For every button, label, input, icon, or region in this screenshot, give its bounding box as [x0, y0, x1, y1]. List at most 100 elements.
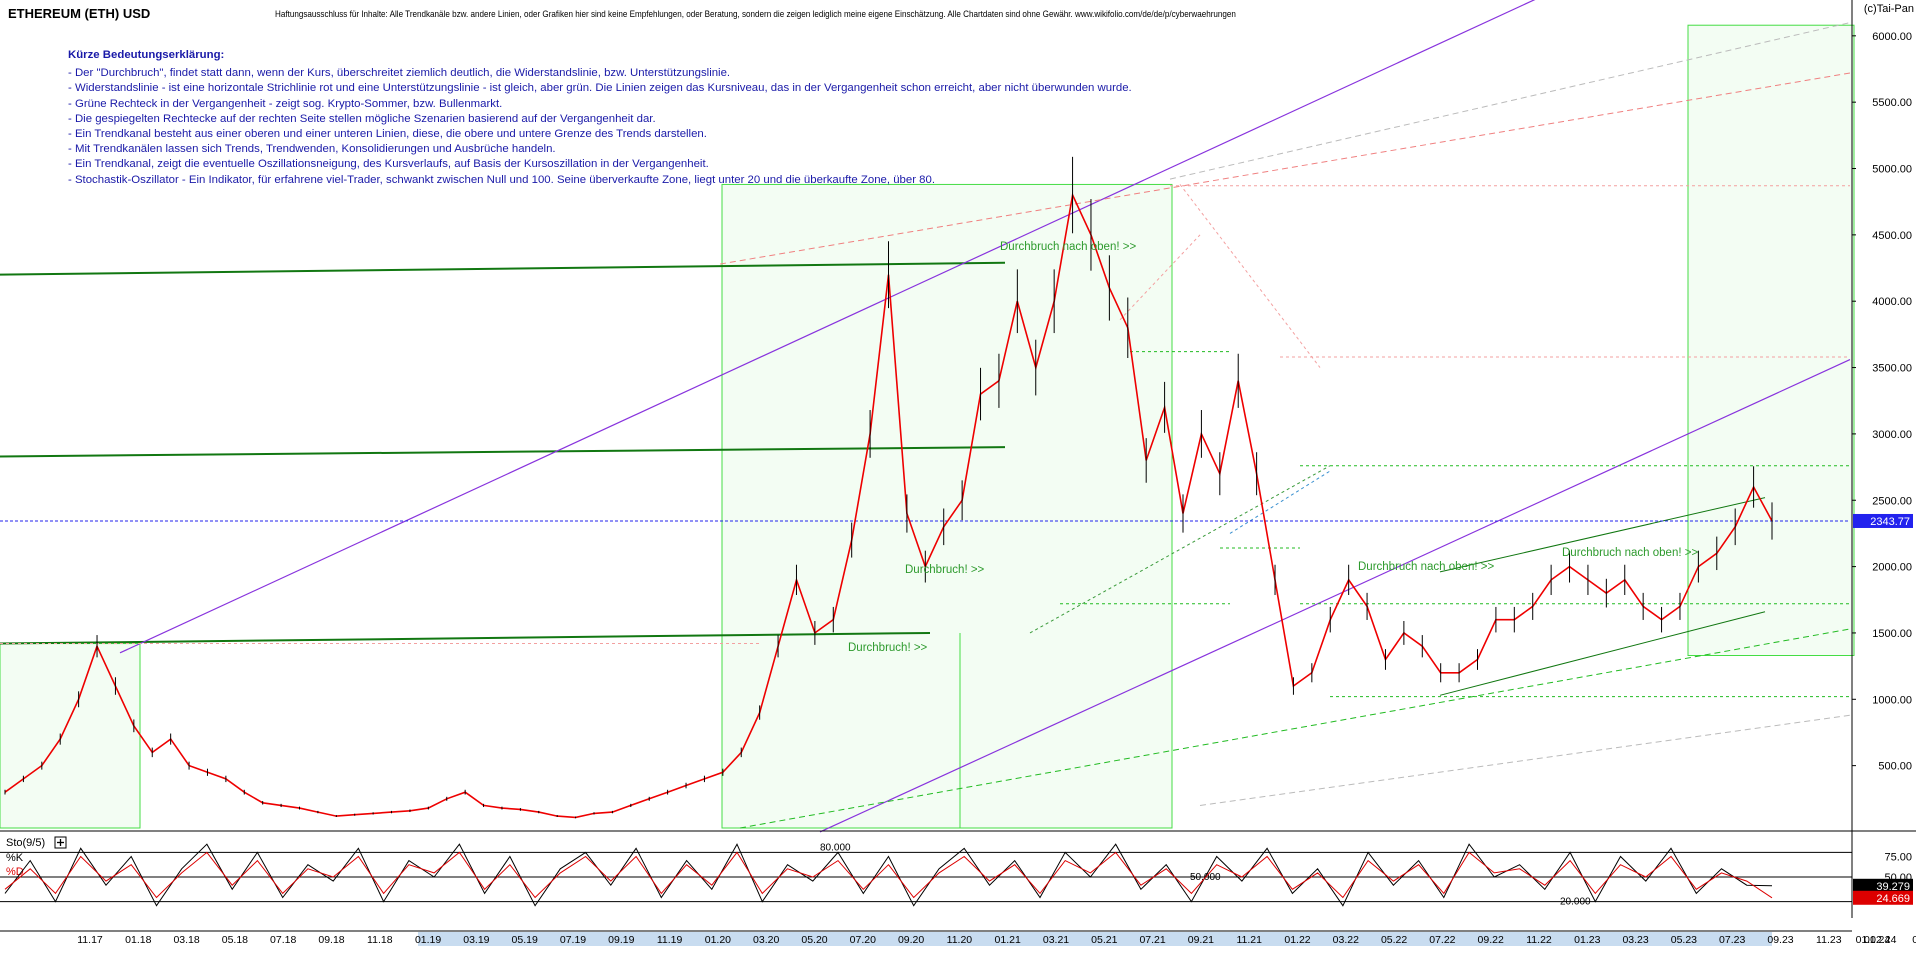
legend-item: - Widerstandslinie - ist eine horizontal… — [68, 82, 1132, 95]
x-tick-label: 03.21 — [1043, 934, 1069, 946]
x-tick-label: 07.19 — [560, 934, 586, 946]
brand-label: (c)Tai-Pan — [1863, 3, 1914, 15]
x-tick-label: 05.21 — [1091, 934, 1117, 946]
x-tick-label: 01.19 — [415, 934, 441, 946]
last-price-badge — [1853, 513, 1913, 528]
bull-box — [721, 183, 1173, 829]
x-tick-label: 09.18 — [318, 934, 344, 946]
y-tick-label: 500.00 — [1878, 761, 1912, 773]
x-tick-label: 11.22 — [1526, 934, 1552, 946]
x-tick-label: 05.19 — [512, 934, 538, 946]
recent-channel-lower — [1439, 611, 1766, 696]
stoch-title: Sto(9/5) — [6, 837, 45, 849]
stoch-k-line — [4, 843, 1773, 907]
x-tick-label: 05.20 — [801, 934, 827, 946]
bull-box — [0, 643, 141, 829]
breakout-annotation: Durchbruch! >> — [905, 564, 985, 576]
x-tick-label: 11.23 — [1816, 934, 1842, 946]
x-tick-label: 03.18 — [173, 934, 199, 946]
y-tick-label: 4500.00 — [1872, 230, 1912, 242]
x-tick-label: 01.22 — [1284, 934, 1310, 946]
stoch-y-tick-label: 75.00 — [1884, 852, 1912, 864]
x-tick-label: 03.24 — [1912, 934, 1916, 946]
x-tick-label: 03.20 — [753, 934, 779, 946]
resistance-trend-line — [719, 72, 1851, 265]
resistance-zone-line — [0, 446, 1006, 458]
breakout-annotation: Durchbruch nach oben! >> — [1000, 241, 1136, 253]
legend-item: - Grüne Rechteck in der Vergangenheit - … — [68, 97, 503, 110]
resistance-line — [1119, 234, 1201, 321]
stoch-last-label: 39.279 — [1876, 881, 1910, 893]
x-tick-label: 01.02.24 — [1856, 934, 1897, 946]
x-tick-label: 01.23 — [1574, 934, 1600, 946]
support-trend-line — [1229, 470, 1331, 534]
x-tick-label: 01.21 — [995, 934, 1021, 946]
breakout-annotation: Durchbruch nach oben! >> — [1562, 547, 1698, 559]
trend-channel-upper — [119, 0, 1536, 654]
last-price-label: 2343.77 — [1870, 516, 1910, 528]
y-tick-label: 4000.00 — [1872, 296, 1912, 308]
x-tick-label: 01.24 — [1864, 934, 1890, 946]
legend-item: - Ein Trendkanal, zeigt die eventuelle O… — [68, 158, 709, 171]
x-tick-label: 11.19 — [657, 934, 683, 946]
y-tick-label: 6000.00 — [1872, 31, 1912, 43]
breakout-annotation: Durchbruch! >> — [848, 642, 928, 654]
x-tick-label: 07.23 — [1719, 934, 1745, 946]
y-tick-label: 1000.00 — [1872, 694, 1912, 706]
legend-item: - Die gespiegelten Rechtecke auf der rec… — [68, 112, 656, 125]
x-axis-highlight — [418, 932, 1772, 946]
x-tick-label: 09.19 — [608, 934, 634, 946]
stoch-level-label: 80.000 — [820, 842, 851, 853]
y-tick-label: 3000.00 — [1872, 429, 1912, 441]
x-tick-label: 05.23 — [1671, 934, 1697, 946]
stoch-d-line — [4, 851, 1773, 899]
stoch-level-label: 20.000 — [1560, 897, 1591, 908]
stoch-k-legend: %K — [6, 852, 24, 864]
legend-item: - Ein Trendkanal besteht aus einer obere… — [68, 128, 707, 141]
legend-box: Kürze Bedeutungserklärung: - Der "Durchb… — [68, 48, 1268, 188]
x-tick-label: 07.18 — [270, 934, 296, 946]
recent-channel-upper — [1439, 497, 1766, 573]
x-tick-label: 07.21 — [1139, 934, 1165, 946]
y-tick-label: 2500.00 — [1872, 495, 1912, 507]
x-tick-label: 09.23 — [1767, 934, 1793, 946]
y-tick-label: 5000.00 — [1872, 164, 1912, 176]
resistance-zone-line — [0, 261, 1006, 276]
y-tick-label: 3500.00 — [1872, 363, 1912, 375]
y-tick-label: 2000.00 — [1872, 562, 1912, 574]
y-tick-label: 1500.00 — [1872, 628, 1912, 640]
disclaimer-text: Haftungsausschluss für Inhalte: Alle Tre… — [275, 9, 1236, 19]
x-tick-label: 05.22 — [1381, 934, 1407, 946]
x-tick-label: 07.20 — [850, 934, 876, 946]
x-tick-label: 11.20 — [947, 934, 973, 946]
resistance-zone-line — [0, 631, 931, 645]
legend-item: - Mit Trendkanälen lassen sich Trends, T… — [68, 143, 556, 156]
stoch-last-badge — [1853, 890, 1913, 905]
x-tick-label: 09.22 — [1478, 934, 1504, 946]
resistance-line — [1179, 184, 1321, 368]
x-tick-label: 05.18 — [222, 934, 248, 946]
support-trend-line — [739, 628, 1851, 829]
stoch-last-label: 24.669 — [1876, 893, 1910, 905]
legend-heading: Kürze Bedeutungserklärung: — [68, 49, 225, 61]
x-tick-label: 03.23 — [1622, 934, 1648, 946]
x-tick-label: 03.22 — [1333, 934, 1359, 946]
projection-box — [1687, 24, 1855, 656]
x-tick-label: 01.18 — [125, 934, 151, 946]
legend-item: - Der "Durchbruch", findet statt dann, w… — [68, 67, 731, 80]
x-tick-label: 07.22 — [1429, 934, 1455, 946]
breakout-annotation: Durchbruch nach oben! >> — [1358, 561, 1494, 573]
x-tick-label: 11.21 — [1236, 934, 1262, 946]
x-tick-label: 09.20 — [898, 934, 924, 946]
x-tick-label: 03.19 — [463, 934, 489, 946]
stoch-last-badge — [1853, 878, 1913, 893]
y-tick-label: 5500.00 — [1872, 97, 1912, 109]
chart-title: ETHEREUM (ETH) USD — [8, 6, 151, 21]
x-tick-label: 01.20 — [705, 934, 731, 946]
trend-channel-lower — [819, 359, 1851, 833]
legend-item: - Stochastik-Oszillator - Ein Indikator,… — [68, 173, 935, 186]
grey-trend-line — [1169, 22, 1851, 180]
x-tick-label: 11.18 — [367, 934, 393, 946]
